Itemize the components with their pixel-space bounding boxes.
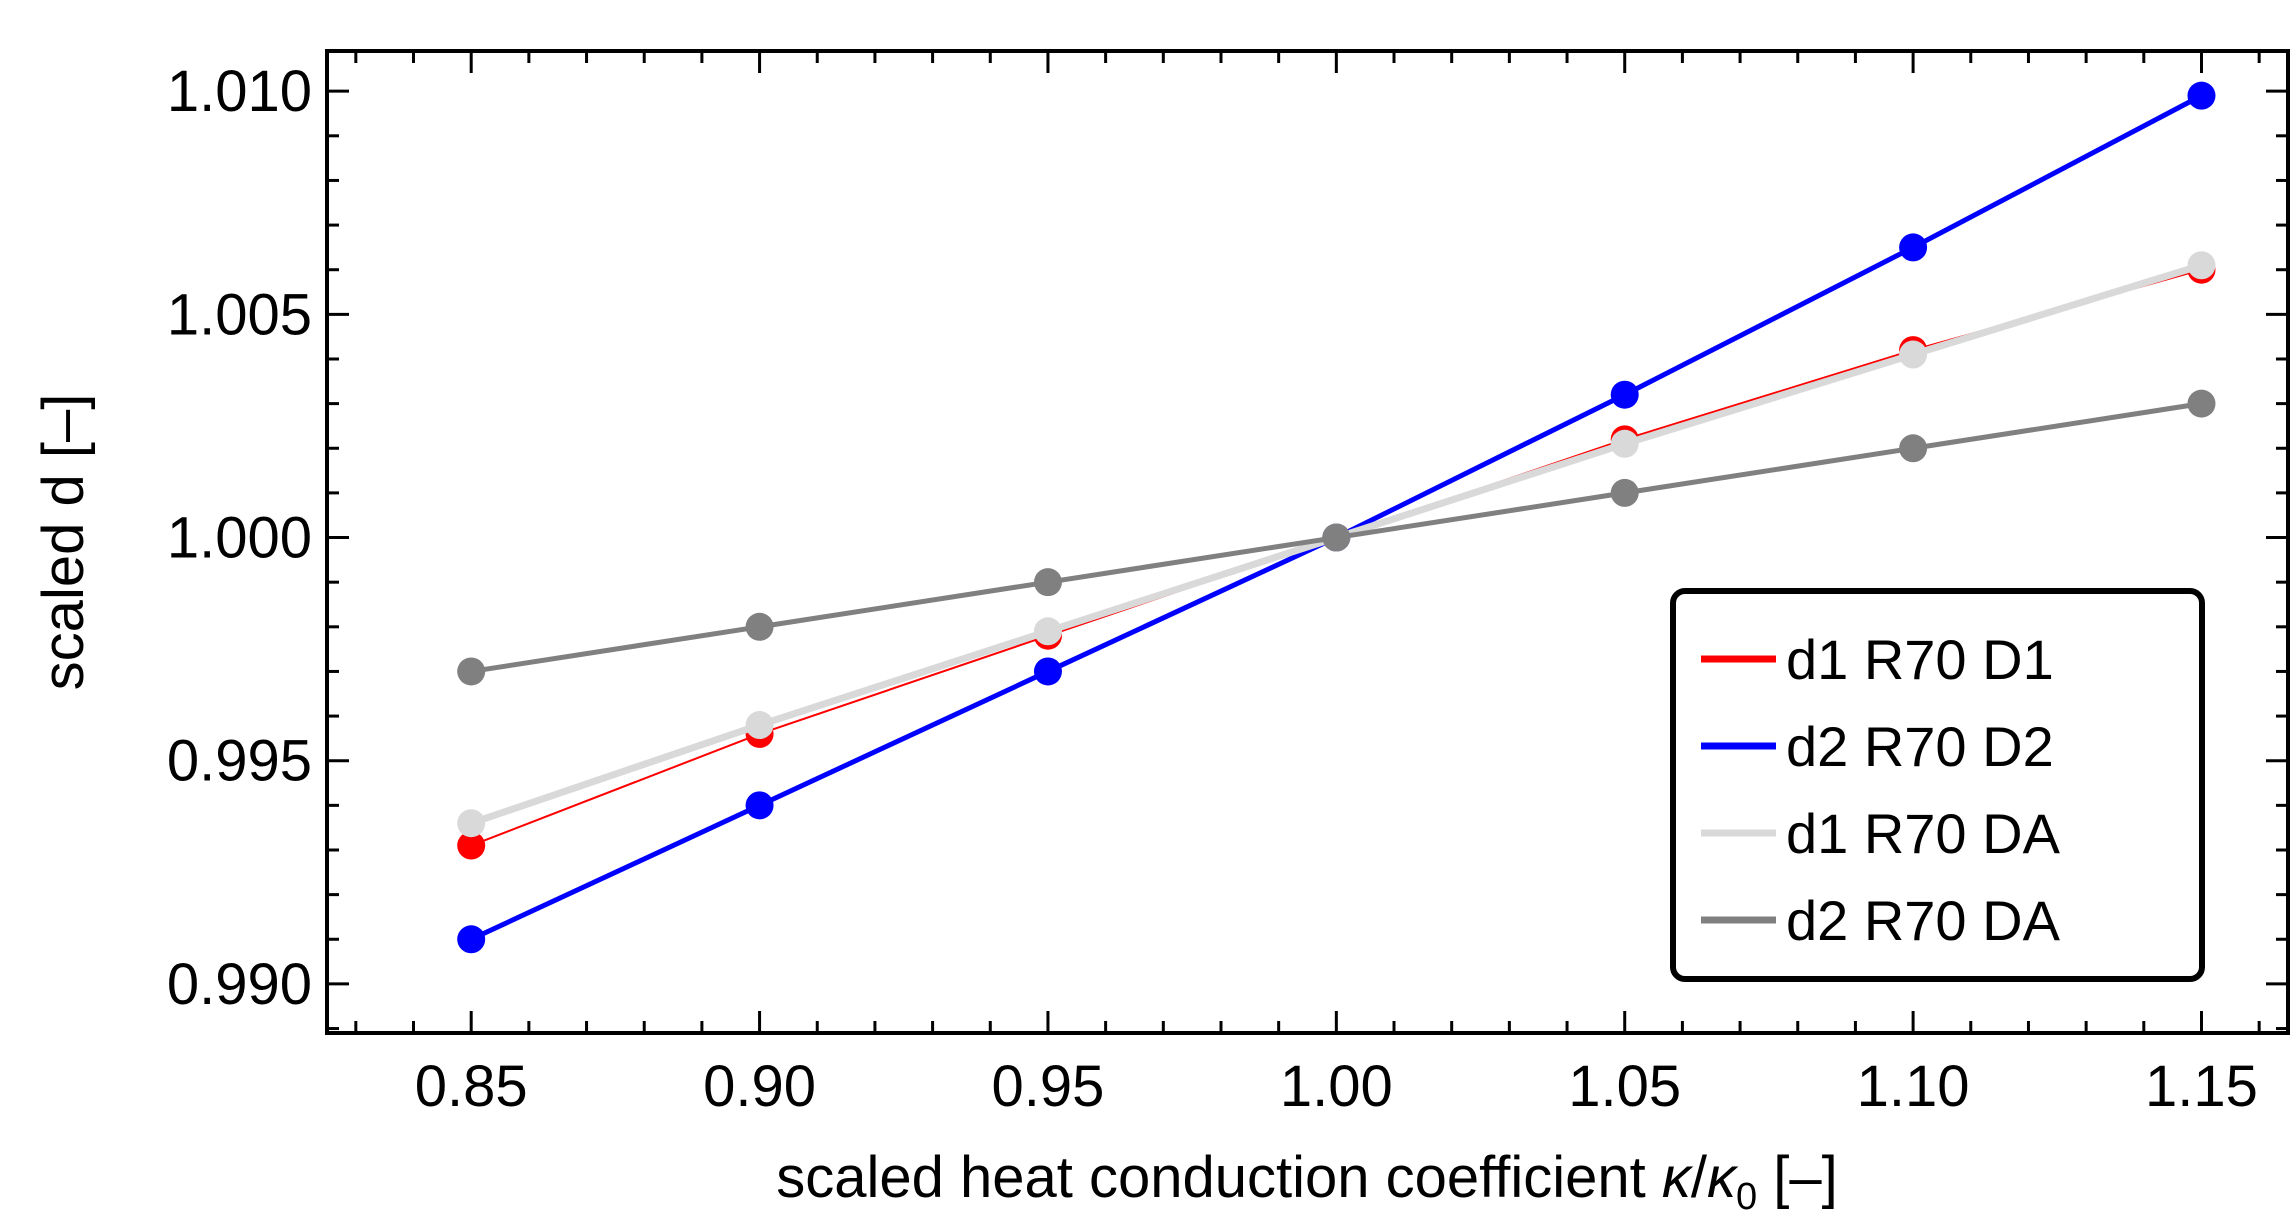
data-point	[457, 925, 486, 954]
y-tick-label: 1.005	[167, 282, 312, 347]
data-point	[1610, 429, 1639, 458]
x-tick-label: 1.10	[1857, 1054, 1970, 1119]
legend-label: d1 R70 D1	[1786, 628, 2054, 691]
data-point	[457, 809, 486, 838]
data-point	[745, 711, 774, 740]
data-point	[457, 657, 486, 686]
x-tick-label: 1.00	[1280, 1054, 1393, 1119]
data-point	[1610, 478, 1639, 507]
x-tick-label: 0.85	[415, 1054, 528, 1119]
legend-box	[1670, 588, 2205, 982]
data-point	[1899, 434, 1928, 463]
data-point	[1610, 380, 1639, 409]
data-point	[2187, 389, 2216, 418]
legend-label: d1 R70 DA	[1786, 802, 2061, 865]
data-point	[1322, 523, 1351, 552]
x-tick-label: 1.15	[2145, 1054, 2258, 1119]
series-layer	[457, 81, 2216, 954]
x-axis: 0.85 0.90 0.95 1.00 1.05 1.10 1.15	[354, 51, 2261, 1119]
x-tick-label: 0.90	[703, 1054, 816, 1119]
data-point	[457, 831, 486, 860]
data-point	[1033, 617, 1062, 646]
y-axis-label: scaled d [–]	[31, 394, 96, 691]
legend: d1 R70 D1 d2 R70 D2 d1 R70 DA d2 R70 DA	[1670, 588, 2205, 982]
data-point	[1899, 340, 1928, 369]
series-4	[457, 389, 2216, 686]
data-point	[1033, 568, 1062, 597]
legend-label: d2 R70 DA	[1786, 889, 2061, 952]
data-point	[1899, 233, 1928, 262]
x-axis-label: scaled heat conduction coefficient κ/κ0 …	[776, 1145, 1838, 1218]
data-point	[2187, 81, 2216, 110]
data-point	[1033, 657, 1062, 686]
y-tick-label: 0.995	[167, 729, 312, 794]
x-tick-label: 1.05	[1568, 1054, 1681, 1119]
data-point	[745, 791, 774, 820]
y-tick-label: 1.000	[167, 506, 312, 571]
y-axis: 0.990 0.995 1.000 1.005 1.010	[167, 59, 2288, 1031]
data-point	[2187, 251, 2216, 280]
legend-label: d2 R70 D2	[1786, 715, 2054, 778]
data-point	[745, 612, 774, 641]
y-tick-label: 0.990	[167, 952, 312, 1017]
y-tick-label: 1.010	[167, 59, 312, 124]
x-tick-label: 0.95	[992, 1054, 1105, 1119]
